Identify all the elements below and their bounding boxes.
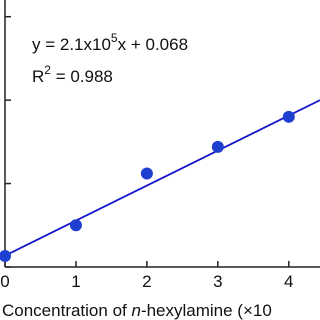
x-tick-label: 4 [284,272,293,291]
data-point [282,110,295,123]
data-point [211,140,224,153]
equation-annotation: y = 2.1x105x + 0.068 [32,31,188,54]
x-tick-label: 3 [213,272,222,291]
r-squared-annotation: R2 = 0.988 [32,63,113,86]
x-tick-label: 0 [0,272,9,291]
x-axis-label: Concentration of n-hexylamine (×10 [2,301,272,320]
x-tick-label: 1 [71,272,80,291]
data-point [140,167,153,180]
fit-line [4,99,320,257]
data-point [0,249,11,262]
data-point [69,219,82,232]
x-tick-label: 2 [142,272,151,291]
